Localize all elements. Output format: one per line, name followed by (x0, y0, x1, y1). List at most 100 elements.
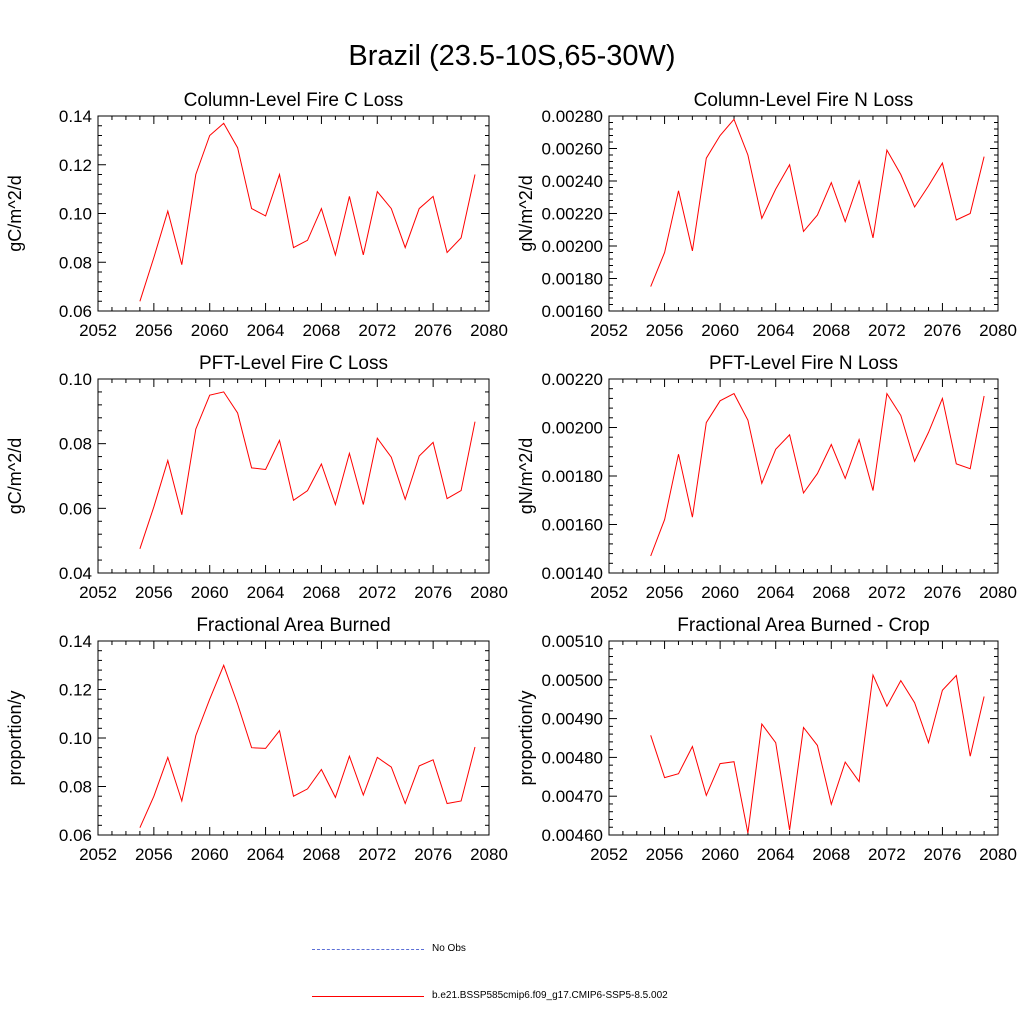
y-tick-label: 0.00490 (542, 710, 603, 729)
x-tick-label: 2064 (757, 583, 795, 602)
x-tick-label: 2076 (414, 321, 452, 340)
legend-obs-label: No Obs (432, 943, 466, 954)
x-tick-label: 2080 (979, 321, 1017, 340)
x-tick-label: 2056 (646, 321, 684, 340)
y-tick-label: 0.08 (59, 435, 92, 454)
y-tick-label: 0.00180 (542, 270, 603, 289)
chart-panel-6: Fractional Area Burned - Crop proportion/… (516, 615, 1017, 864)
x-tick-label: 2080 (979, 845, 1017, 864)
chart-panel-1: Column-Level Fire C Loss gC/m^2/d 2052 2056… (5, 90, 508, 340)
y-tick-label: 0.12 (59, 156, 92, 175)
y-tick-label: 0.00480 (542, 748, 603, 767)
x-tick-label: 2056 (135, 845, 173, 864)
x-tick-label: 2060 (701, 321, 739, 340)
y-axis-label: gC/m^2/d (5, 438, 25, 514)
panel-title: PFT-Level Fire C Loss (199, 353, 388, 374)
x-tick-label: 2080 (979, 583, 1017, 602)
y-tick-label: 0.00510 (542, 632, 603, 651)
x-tick-label: 2068 (812, 321, 850, 340)
x-tick-label: 2064 (247, 321, 285, 340)
x-tick-label: 2052 (590, 845, 628, 864)
y-tick-label: 0.08 (59, 778, 92, 797)
x-tick-label: 2076 (414, 845, 452, 864)
x-tick-label: 2064 (757, 845, 795, 864)
plot-frame (97, 640, 490, 836)
x-tick-label: 2080 (470, 845, 508, 864)
y-tick-label: 0.12 (59, 681, 92, 700)
chart-panel-3: PFT-Level Fire C Loss gC/m^2/d 2052 2056 206… (5, 353, 508, 602)
x-tick-label: 2064 (247, 583, 285, 602)
x-tick-label: 2064 (247, 845, 285, 864)
y-axis-label: proportion/y (5, 690, 25, 785)
y-tick-label: 0.00260 (542, 140, 603, 159)
y-tick-label: 0.00140 (542, 564, 603, 583)
y-tick-label: 0.00470 (542, 787, 603, 806)
x-tick-label: 2060 (191, 845, 229, 864)
panel-title: Fractional Area Burned - Crop (677, 615, 929, 636)
series-line (650, 673, 985, 834)
chart-panel-2: Column-Level Fire N Loss gN/m^2/d 2052 2056… (516, 90, 1017, 340)
y-tick-label: 0.00220 (542, 370, 603, 389)
series-line (139, 391, 476, 549)
y-tick-label: 0.00200 (542, 419, 603, 438)
x-tick-label: 2052 (79, 321, 117, 340)
x-tick-label: 2068 (303, 321, 341, 340)
panel-title: Column-Level Fire C Loss (184, 90, 404, 111)
x-tick-label: 2080 (470, 321, 508, 340)
y-tick-label: 0.14 (59, 107, 92, 126)
x-tick-label: 2072 (358, 321, 396, 340)
x-tick-label: 2072 (868, 321, 906, 340)
y-tick-label: 0.00240 (542, 172, 603, 191)
y-tick-label: 0.06 (59, 302, 92, 321)
x-tick-label: 2060 (191, 583, 229, 602)
legend-model-label: b.e21.BSSP585cmip6.f09_g17.CMIP6-SSP5-8.… (432, 990, 668, 1001)
panel-title: Column-Level Fire N Loss (694, 90, 914, 111)
x-tick-label: 2080 (470, 583, 508, 602)
y-tick-label: 0.00460 (542, 826, 603, 845)
plot-frame (97, 378, 490, 574)
x-tick-label: 2052 (590, 321, 628, 340)
x-tick-label: 2076 (924, 845, 962, 864)
y-tick-label: 0.04 (59, 564, 92, 583)
y-tick-label: 0.00220 (542, 205, 603, 224)
x-tick-label: 2072 (868, 845, 906, 864)
y-tick-label: 0.10 (59, 729, 92, 748)
x-tick-label: 2064 (757, 321, 795, 340)
y-axis-label: gN/m^2/d (516, 175, 536, 251)
y-tick-label: 0.00280 (542, 107, 603, 126)
series-line (650, 392, 985, 557)
x-tick-label: 2060 (191, 321, 229, 340)
y-axis-label: gN/m^2/d (516, 438, 536, 514)
x-tick-label: 2072 (358, 583, 396, 602)
x-tick-label: 2076 (924, 583, 962, 602)
panel-title: Fractional Area Burned (196, 615, 390, 636)
x-tick-label: 2076 (414, 583, 452, 602)
x-tick-label: 2068 (303, 845, 341, 864)
x-tick-label: 2072 (868, 583, 906, 602)
panel-title: PFT-Level Fire N Loss (709, 353, 898, 374)
x-tick-label: 2052 (79, 845, 117, 864)
y-tick-label: 0.00500 (542, 671, 603, 690)
x-tick-label: 2056 (646, 845, 684, 864)
y-tick-label: 0.00180 (542, 467, 603, 486)
plot-frame (608, 378, 999, 574)
x-tick-label: 2052 (590, 583, 628, 602)
x-tick-label: 2068 (812, 845, 850, 864)
y-axis-label: proportion/y (516, 690, 536, 785)
y-tick-label: 0.00160 (542, 302, 603, 321)
x-tick-label: 2076 (924, 321, 962, 340)
legend-model-line (312, 996, 424, 997)
x-tick-label: 2052 (79, 583, 117, 602)
x-tick-label: 2060 (701, 845, 739, 864)
y-tick-label: 0.00200 (542, 237, 603, 256)
series-line (139, 122, 476, 302)
figure-title: Brazil (23.5-10S,65-30W) (348, 40, 676, 72)
y-tick-label: 0.06 (59, 499, 92, 518)
series-line (139, 663, 476, 828)
x-tick-label: 2072 (358, 845, 396, 864)
y-tick-label: 0.08 (59, 253, 92, 272)
x-tick-label: 2068 (303, 583, 341, 602)
y-tick-label: 0.10 (59, 370, 92, 389)
chart-panel-4: PFT-Level Fire N Loss gN/m^2/d 2052 2056 206… (516, 353, 1017, 602)
y-tick-label: 0.14 (59, 632, 92, 651)
